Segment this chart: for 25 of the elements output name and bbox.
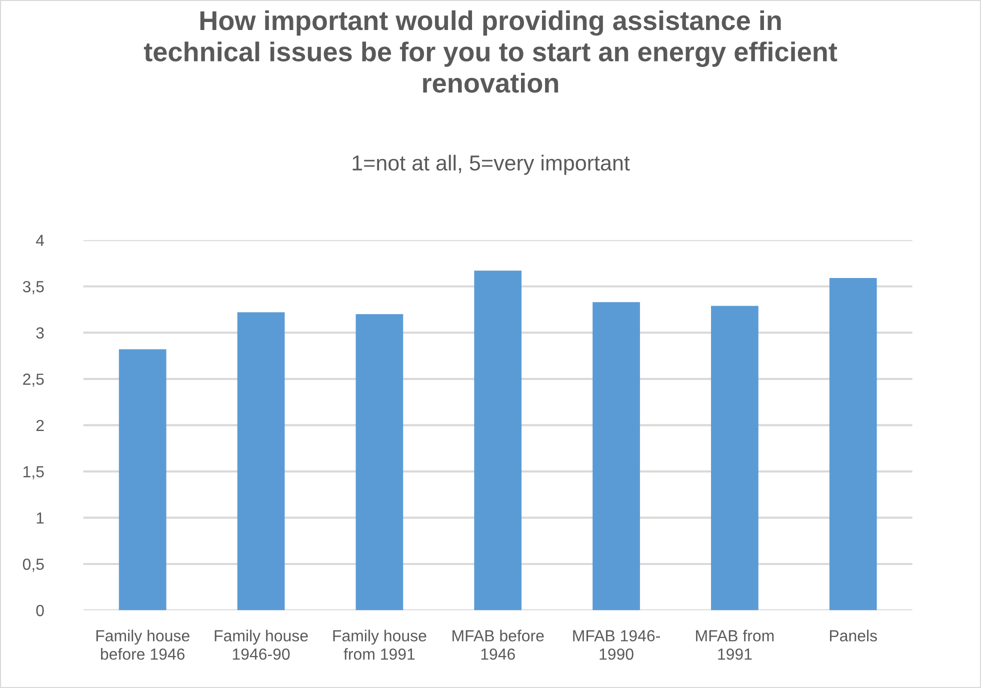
bar: [829, 278, 877, 610]
chart-subtitle: 1=not at all, 5=very important: [352, 154, 630, 175]
bar: [118, 349, 166, 610]
bar: [592, 302, 640, 610]
bar: [711, 306, 758, 610]
x-tick-label: MFAB before 1946: [452, 630, 544, 660]
bar: [356, 314, 404, 610]
y-tick-label: 3,5: [22, 281, 44, 294]
y-tick-label: 1: [36, 512, 44, 524]
chart-title: How important would providing assistance in technical issues be for you to start an energy efficient renovation: [144, 10, 838, 93]
y-tick-label: 2,5: [23, 374, 44, 387]
y-tick-label: 0,5: [22, 558, 44, 572]
x-tick-label: Family house from 1991: [333, 630, 426, 660]
bar: [474, 270, 522, 610]
y-tick-label: 0: [36, 604, 44, 616]
x-tick-label: Family house 1946-90: [214, 630, 308, 660]
x-tick-label: MFAB from 1991: [696, 630, 774, 660]
y-tick-label: 2: [36, 420, 44, 431]
y-tick-label: 1,5: [24, 466, 44, 480]
y-tick-label: 3: [36, 327, 44, 339]
x-tick-label: Family house before 1946: [96, 630, 190, 660]
x-tick-label: Panels: [830, 630, 877, 642]
x-tick-label: MFAB 1946- 1990: [573, 630, 660, 660]
y-tick-label: 4: [36, 234, 44, 246]
bar: [237, 312, 285, 610]
